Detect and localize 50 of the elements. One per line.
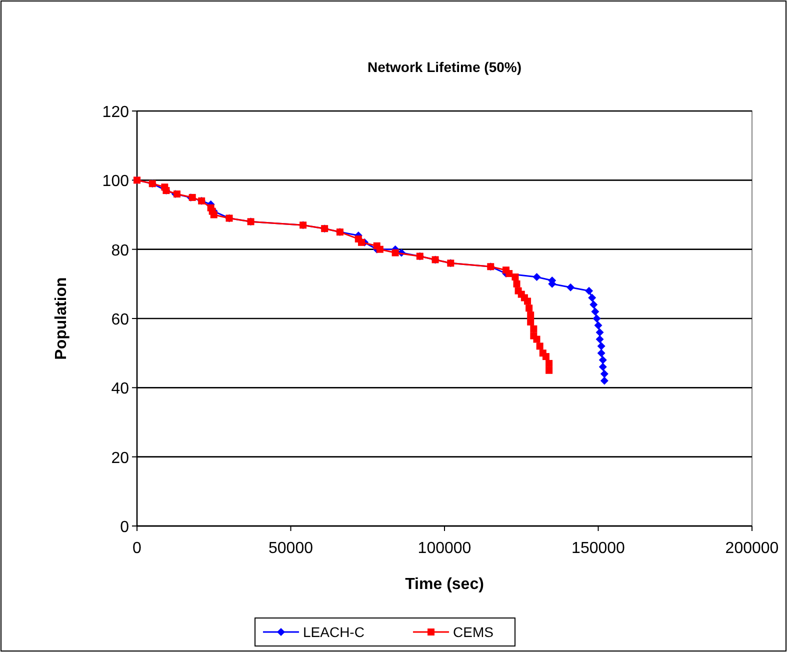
point	[598, 356, 607, 364]
point	[527, 312, 534, 319]
point	[594, 321, 602, 330]
y-tick-label: 20	[111, 450, 130, 467]
point	[513, 280, 520, 288]
x-axis-title: Time (sec)	[405, 576, 484, 593]
legend-label: LEACH-C	[303, 624, 364, 640]
legend-label: CEMS	[453, 624, 494, 640]
point	[533, 336, 540, 343]
point	[592, 314, 601, 322]
x-tick-label: 50000	[268, 540, 314, 557]
point	[597, 349, 606, 358]
y-axis-title: Population	[53, 277, 70, 360]
y-tick-label: 60	[111, 312, 130, 328]
point	[532, 273, 541, 281]
point	[526, 304, 533, 312]
point	[527, 318, 534, 326]
y-tick-label: 100	[102, 173, 130, 190]
chart-title: Network Lifetime (50%)	[367, 59, 522, 75]
point	[542, 353, 550, 360]
point	[596, 328, 604, 336]
x-tick-label: 150000	[572, 540, 626, 557]
point	[524, 298, 532, 305]
point	[358, 238, 365, 246]
point	[506, 270, 513, 278]
y-tick-label: 120	[102, 104, 130, 121]
point	[598, 362, 607, 371]
x-tick-label: 0	[132, 540, 142, 557]
point	[512, 274, 519, 280]
point	[210, 211, 218, 218]
point	[376, 246, 384, 253]
point	[536, 342, 544, 350]
point	[392, 249, 399, 256]
point	[600, 376, 608, 385]
point	[591, 308, 600, 316]
point	[600, 370, 608, 378]
point	[546, 366, 553, 374]
point	[597, 342, 606, 350]
x-tick-label: 200000	[725, 540, 779, 557]
point	[590, 300, 598, 309]
point	[585, 286, 594, 295]
y-tick-label: 80	[111, 242, 130, 260]
point	[566, 283, 575, 292]
point	[596, 335, 604, 344]
point	[546, 360, 553, 367]
x-tick-label: 100000	[418, 540, 472, 557]
y-tick-label: 0	[120, 519, 130, 536]
point	[588, 294, 596, 302]
y-tick-label: 40	[111, 380, 130, 398]
point	[530, 325, 538, 332]
